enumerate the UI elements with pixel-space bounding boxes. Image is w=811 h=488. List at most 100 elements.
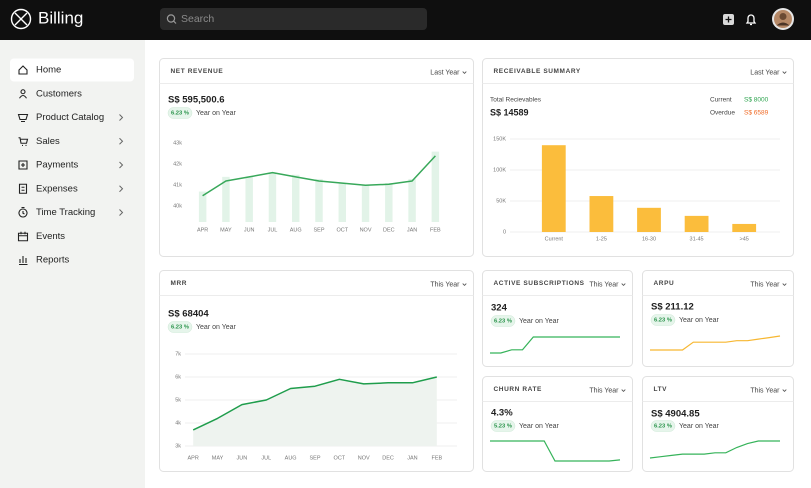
- add-button[interactable]: [723, 14, 734, 25]
- x-tick-label: FEB: [430, 227, 441, 233]
- nav-label: Home: [36, 65, 61, 76]
- change-value: 6.23 %: [171, 325, 189, 331]
- x-tick-label: MAY: [220, 227, 232, 233]
- x-tick-label: >45: [740, 236, 749, 242]
- card-title: LTV: [654, 386, 668, 393]
- change-value: 6.23 %: [171, 111, 189, 117]
- period-label: This Year: [750, 281, 780, 288]
- y-tick-label: 0: [503, 229, 506, 235]
- nav-label: Sales: [36, 136, 60, 147]
- stat-value: S$ 595,500.6: [168, 95, 225, 106]
- period-label: This Year: [589, 281, 619, 288]
- x-tick-label: 16-30: [642, 236, 656, 242]
- current-label: Current: [710, 97, 732, 104]
- bar: [199, 192, 206, 222]
- nav-active-bg: [10, 59, 134, 82]
- x-tick-label: AUG: [285, 455, 297, 461]
- card-title: ARPU: [654, 280, 675, 287]
- nav-label: Events: [36, 231, 65, 242]
- search-placeholder: Search: [181, 13, 214, 25]
- period-label: This Year: [589, 387, 619, 394]
- overdue-label: Overdue: [710, 110, 735, 117]
- y-tick-label: 42k: [173, 162, 182, 168]
- x-tick-label: JUN: [244, 227, 255, 233]
- change-value: 6.23 %: [494, 319, 512, 325]
- x-tick-label: JUL: [268, 227, 278, 233]
- x-tick-label: APR: [188, 455, 199, 461]
- x-tick-label: 31-45: [690, 236, 704, 242]
- y-tick-label: 43k: [173, 141, 182, 147]
- change-value: 6.23 %: [654, 424, 672, 430]
- x-tick-label: NOV: [358, 455, 370, 461]
- total-label: Total Recievables: [490, 97, 542, 104]
- x-tick-label: DEC: [382, 455, 394, 461]
- y-tick-label: 100K: [493, 167, 506, 173]
- x-tick-label: NOV: [360, 227, 372, 233]
- change-note: Year on Year: [519, 423, 560, 430]
- period-label: This Year: [430, 281, 460, 288]
- current-value: S$ 8000: [744, 97, 769, 104]
- bar: [362, 185, 369, 222]
- x-tick-label: JAN: [407, 455, 417, 461]
- bar: [222, 177, 229, 222]
- y-tick-label: 50K: [496, 198, 506, 204]
- change-note: Year on Year: [679, 423, 720, 430]
- x-tick-label: JAN: [407, 227, 417, 233]
- x-tick-label: JUL: [261, 455, 271, 461]
- nav-label: Reports: [36, 255, 70, 266]
- period-label: This Year: [750, 387, 780, 394]
- x-tick-label: AUG: [290, 227, 302, 233]
- bar: [637, 208, 661, 232]
- nav-label: Customers: [36, 88, 82, 99]
- change-note: Year on Year: [196, 110, 237, 117]
- x-tick-label: SEP: [313, 227, 324, 233]
- x-tick-label: Current: [545, 236, 564, 242]
- nav-label: Expenses: [36, 183, 78, 194]
- y-tick-label: 4k: [175, 420, 181, 426]
- bar: [542, 145, 566, 232]
- bar: [432, 152, 439, 222]
- stat-value: S$ 68404: [168, 309, 209, 320]
- y-tick-label: 5k: [175, 397, 181, 403]
- x-tick-label: FEB: [431, 455, 442, 461]
- y-tick-label: 150K: [493, 136, 506, 142]
- nav-item[interactable]: Home: [10, 59, 134, 82]
- bar: [292, 175, 299, 222]
- card-title: MRR: [171, 280, 188, 287]
- change-value: 5.23 %: [494, 424, 512, 430]
- x-tick-label: OCT: [336, 227, 348, 233]
- x-tick-label: OCT: [334, 455, 346, 461]
- change-note: Year on Year: [679, 317, 720, 324]
- total-value: S$ 14589: [490, 107, 529, 117]
- x-tick-label: DEC: [383, 227, 395, 233]
- stat-value: S$ 4904.85: [651, 409, 700, 420]
- bar: [685, 216, 709, 232]
- nav-label: Time Tracking: [36, 207, 95, 218]
- nav-label: Payments: [36, 160, 78, 171]
- stat-value: 4.3%: [491, 408, 513, 419]
- x-tick-label: 1-25: [596, 236, 607, 242]
- avatar[interactable]: [772, 8, 794, 30]
- x-tick-label: MAY: [212, 455, 224, 461]
- card-title: RECEIVABLE SUMMARY: [494, 68, 581, 75]
- card-title: ACTIVE SUBSCRIPTIONS: [494, 280, 585, 287]
- card-title: NET REVENUE: [171, 68, 224, 75]
- bar: [385, 183, 392, 222]
- y-tick-label: 3k: [175, 443, 181, 449]
- y-tick-label: 40k: [173, 204, 182, 210]
- bar: [732, 224, 756, 232]
- bar: [269, 173, 276, 222]
- bar: [408, 179, 415, 222]
- x-tick-label: SEP: [309, 455, 320, 461]
- y-tick-label: 7k: [175, 351, 181, 357]
- overdue-value: S$ 6589: [744, 110, 769, 117]
- period-label: Last Year: [430, 69, 460, 76]
- bar: [339, 183, 346, 222]
- y-tick-label: 41k: [173, 183, 182, 189]
- period-label: Last Year: [750, 69, 780, 76]
- app-name: Billing: [38, 8, 83, 27]
- change-value: 6.23 %: [654, 318, 672, 324]
- y-tick-label: 6k: [175, 374, 181, 380]
